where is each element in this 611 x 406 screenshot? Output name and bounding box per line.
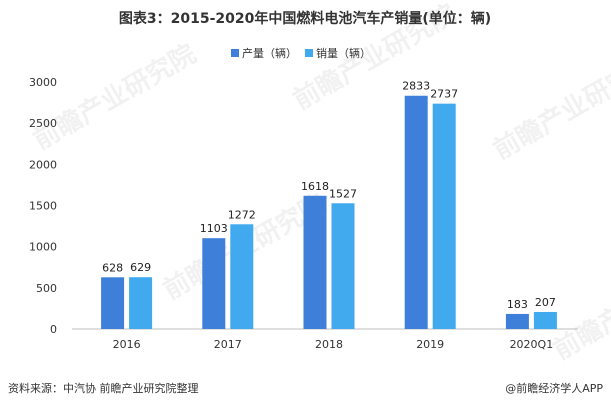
bar (230, 224, 254, 329)
y-tick-label: 0 (50, 323, 57, 336)
source-note: 资料来源：中汽协 前瞻产业研究院整理 (8, 381, 199, 395)
x-axis-ticks: 2016 2017 2018 2019 2020Q1 (113, 338, 554, 351)
bar (303, 195, 327, 329)
y-tick-label: 2500 (29, 117, 57, 130)
y-axis-ticks: 0 500 1000 1500 2000 2500 3000 (29, 76, 57, 336)
data-label: 628 (102, 261, 123, 274)
bars (101, 95, 557, 330)
y-tick-label: 2000 (29, 158, 57, 171)
watermark-text: 前瞻产业研究院 (548, 248, 611, 366)
bar (101, 277, 125, 329)
x-tick-label: 2017 (214, 338, 242, 351)
x-tick-label: 2020Q1 (510, 338, 554, 351)
bar (202, 238, 226, 329)
data-label: 1618 (301, 180, 329, 193)
y-tick-label: 1500 (29, 200, 57, 213)
watermark-text: 前瞻产业研究院 (488, 48, 611, 166)
bar (432, 103, 456, 330)
x-tick-label: 2019 (416, 338, 444, 351)
y-tick-label: 500 (36, 282, 57, 295)
data-label: 1272 (228, 208, 256, 221)
bar (129, 277, 153, 329)
data-label: 1103 (200, 222, 228, 235)
data-label: 2833 (402, 80, 430, 93)
bar (505, 313, 529, 329)
data-label: 629 (130, 261, 151, 274)
bar (533, 311, 557, 329)
legend: 产量（辆） 销量（辆） (231, 46, 371, 60)
data-label: 207 (535, 296, 556, 309)
data-label: 2737 (430, 88, 458, 101)
y-tick-label: 1000 (29, 241, 57, 254)
data-label: 183 (507, 298, 528, 311)
legend-swatch (231, 49, 239, 57)
legend-swatch (305, 49, 313, 57)
bar (331, 203, 355, 329)
chart-title: 图表3：2015-2020年中国燃料电池汽车产销量(单位：辆) (119, 10, 491, 27)
data-label: 1527 (329, 187, 357, 200)
legend-label: 销量（辆） (316, 46, 371, 60)
bar (404, 95, 428, 329)
x-tick-label: 2018 (315, 338, 343, 351)
watermark-text: 前瞻产业研究院 (28, 38, 201, 156)
brand-credit: @前瞻经济学人APP (505, 381, 603, 395)
x-tick-label: 2016 (113, 338, 141, 351)
legend-label: 产量（辆） (242, 46, 297, 60)
y-tick-label: 3000 (29, 76, 57, 89)
